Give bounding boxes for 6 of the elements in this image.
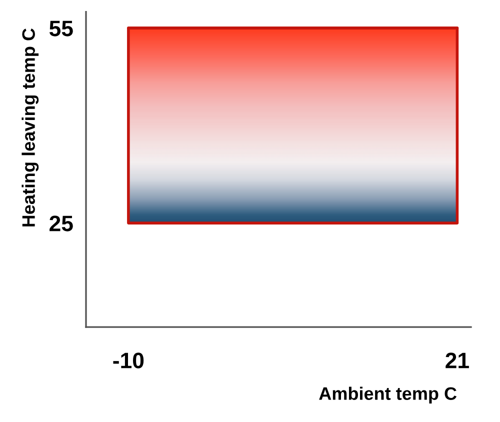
y-axis-title: Heating leaving temp C bbox=[22, 28, 39, 226]
y-tick-label: 25 bbox=[50, 216, 73, 232]
x-tick-label: -10 bbox=[113, 352, 144, 368]
x-axis-title: Ambient temp C bbox=[319, 386, 457, 404]
y-tick-label: 55 bbox=[49, 20, 73, 36]
x-tick-label: 21 bbox=[446, 352, 469, 368]
